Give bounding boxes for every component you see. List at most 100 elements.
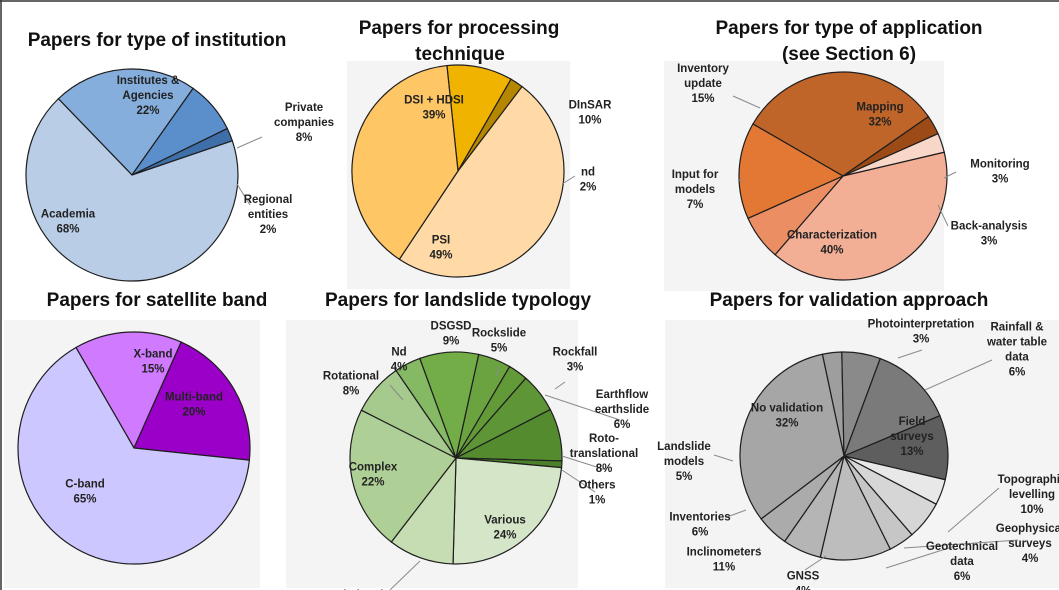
data-label: 7% <box>687 199 704 211</box>
data-label: GNSS <box>787 571 820 583</box>
data-label: 32% <box>775 418 798 430</box>
data-label: 6% <box>1009 367 1026 379</box>
data-label: 24% <box>493 530 516 542</box>
leader-line <box>544 394 621 421</box>
data-label: companies <box>274 117 334 129</box>
leader-line <box>561 455 607 471</box>
leader-line <box>389 384 404 401</box>
data-label: entities <box>248 209 288 221</box>
data-label: 40% <box>820 245 843 257</box>
leader-line <box>897 349 923 359</box>
data-label: 32% <box>868 117 891 129</box>
data-label: 8% <box>596 463 613 475</box>
chart-title: Papers for type of application <box>715 18 982 39</box>
data-label: data <box>1005 352 1029 364</box>
data-label: Geophysical <box>996 523 1059 535</box>
pie-chart-3: Papers for type of application (see Secti… <box>672 18 1030 281</box>
chart-title: Papers for processing <box>359 18 560 39</box>
data-label: data <box>950 556 974 568</box>
data-label: Inclinometers <box>687 547 762 559</box>
data-label: 49% <box>429 250 452 262</box>
chart-title: Papers for landslide typology <box>325 290 591 311</box>
data-label: 6% <box>614 419 631 431</box>
data-label: Landslide <box>657 441 711 453</box>
pie-slice-dsi-hdsi <box>351 64 459 261</box>
data-label: levelling <box>1009 489 1055 501</box>
pie-slice-institutes-agencies <box>57 68 194 176</box>
leader-line <box>496 365 499 377</box>
data-label: nd <box>581 167 595 179</box>
pie-slice-nd <box>395 357 457 459</box>
data-label: 10% <box>1020 504 1043 516</box>
pie-slice-no-validation <box>739 353 845 520</box>
data-label: 65% <box>73 494 96 506</box>
data-label: 3% <box>913 334 930 346</box>
leader-line <box>924 359 993 391</box>
data-label: 5% <box>491 343 508 355</box>
data-label: 15% <box>691 93 714 105</box>
data-label: No validation <box>751 403 823 415</box>
data-label: Characterization <box>787 230 877 242</box>
leader-line <box>236 183 251 206</box>
leader-line <box>713 454 734 462</box>
pie-chart-5: Papers for landslide typology DSGSD 9% Rock… <box>313 290 649 590</box>
data-label: Institutes & <box>117 75 180 87</box>
data-label: Input for <box>672 169 719 181</box>
data-label: earthslide <box>595 404 649 416</box>
pie-slice-psi <box>398 85 565 278</box>
data-label: Back-analysis <box>951 221 1028 233</box>
data-label: 3% <box>992 174 1009 186</box>
data-label: 10% <box>578 115 601 127</box>
data-label: 2% <box>260 224 277 236</box>
pie-slice-inclinometers <box>819 454 892 561</box>
data-label: Private <box>285 102 323 114</box>
leader-line <box>561 469 596 493</box>
data-label: 5% <box>676 471 693 483</box>
leader-line <box>903 539 1019 549</box>
data-label: Mapping <box>856 102 903 114</box>
data-label: Geotechnical <box>926 541 998 553</box>
leader-line <box>554 381 566 390</box>
chart-title: Papers for validation approach <box>710 290 989 311</box>
pie-chart-4: Papers for satellite band X-band 15% Multi-… <box>17 290 268 565</box>
data-label: Nd <box>391 347 406 359</box>
data-label: Rotational <box>323 371 379 383</box>
data-label: Rainfall & <box>990 322 1043 334</box>
data-label: 22% <box>136 105 159 117</box>
data-label: Rockfall <box>553 347 598 359</box>
pie-slice-academia <box>25 97 239 282</box>
data-label: PSI <box>432 235 451 247</box>
data-label: Inventory <box>677 63 729 75</box>
pie-slice-mapping <box>752 71 930 177</box>
data-label: surveys <box>1008 538 1051 550</box>
chart-title: Papers for satellite band <box>47 290 268 311</box>
data-label: Others <box>578 480 615 492</box>
pie-chart-1: Papers for type of institution Institutes… <box>25 30 334 282</box>
leader-line <box>757 547 761 550</box>
leader-line <box>937 204 949 227</box>
data-label: Multi-band <box>165 392 223 404</box>
data-label: DSGSD <box>431 321 472 333</box>
pie-chart-6: Papers for validation approach Photointer… <box>657 290 1059 590</box>
chart-title: technique <box>415 44 505 65</box>
data-label: 8% <box>296 132 313 144</box>
pie-slice-complex <box>349 409 457 543</box>
data-label: models <box>675 184 715 196</box>
leader-line <box>885 545 956 569</box>
chart-title: (see Section 6) <box>782 44 916 65</box>
data-label: 22% <box>361 477 384 489</box>
data-label: Complex <box>349 462 398 474</box>
data-label: X-band <box>134 349 173 361</box>
data-label: Academia <box>41 209 96 221</box>
pie-slice-various <box>452 457 563 565</box>
pie-slice-inventory-update <box>738 123 845 220</box>
leader-line <box>236 136 263 149</box>
pie-slice-multi-band <box>133 341 251 461</box>
data-label: DInSAR <box>569 100 613 112</box>
data-label: Monitoring <box>970 159 1029 171</box>
data-label: 11% <box>713 562 735 574</box>
data-label: models <box>664 456 704 468</box>
leader-line <box>943 171 957 179</box>
data-label: 68% <box>56 224 79 236</box>
